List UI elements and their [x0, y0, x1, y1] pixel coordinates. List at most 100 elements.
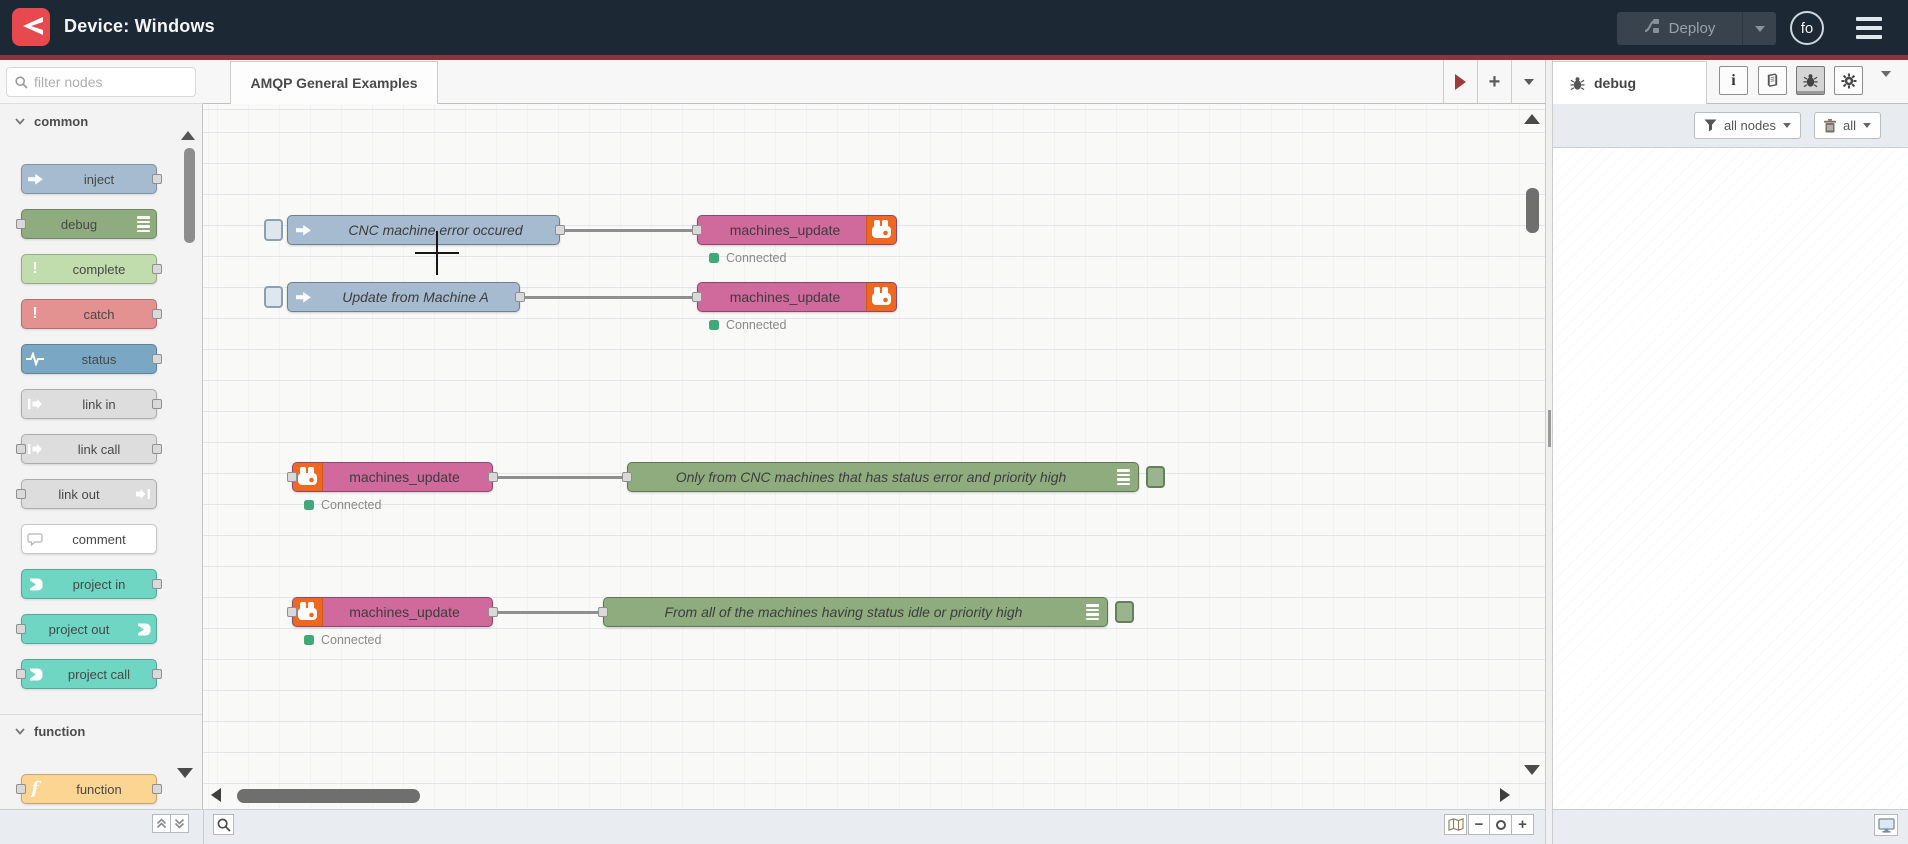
output-port[interactable]: [152, 174, 162, 184]
horizontal-scrollbar-thumb[interactable]: [237, 789, 420, 803]
output-port[interactable]: [152, 784, 162, 794]
palette-search-box[interactable]: [6, 67, 196, 97]
exclamation-icon: !: [32, 305, 38, 322]
output-port[interactable]: [152, 354, 162, 364]
debug-panel-body[interactable]: [1553, 148, 1908, 844]
output-port[interactable]: [488, 472, 498, 482]
output-port[interactable]: [555, 225, 565, 235]
minimap-toggle-button[interactable]: [1444, 814, 1467, 835]
deploy-button[interactable]: Deploy: [1617, 12, 1776, 45]
output-port[interactable]: [152, 444, 162, 454]
node-status: Connected: [709, 251, 786, 265]
debug-toggle-button[interactable]: [1115, 601, 1134, 623]
flow-node-amqp-in[interactable]: machines_update: [287, 462, 498, 492]
input-port[interactable]: [598, 607, 608, 617]
flow-tab[interactable]: AMQP General Examples: [230, 61, 438, 104]
canvas-scroll-right-icon[interactable]: [1500, 788, 1510, 802]
palette-scroll-up-icon[interactable]: [181, 114, 195, 140]
user-avatar[interactable]: fo: [1790, 11, 1824, 45]
main-menu-button[interactable]: [1856, 17, 1882, 39]
palette-node-function[interactable]: f function: [16, 774, 162, 804]
canvas-scroll-left-icon[interactable]: [211, 788, 221, 802]
debug-filter-nodes-button[interactable]: all nodes: [1693, 112, 1801, 139]
input-port[interactable]: [692, 225, 702, 235]
output-port[interactable]: [152, 399, 162, 409]
canvas-scroll-down-icon[interactable]: [1524, 765, 1540, 775]
scroll-right-icon: [1455, 73, 1466, 90]
input-port[interactable]: [16, 219, 26, 229]
palette-node-comment[interactable]: comment: [21, 524, 157, 554]
input-port[interactable]: [287, 607, 297, 617]
palette-node-complete[interactable]: ! complete: [21, 254, 162, 284]
input-port[interactable]: [622, 472, 632, 482]
deploy-main[interactable]: Deploy: [1617, 12, 1742, 45]
add-flow-button[interactable]: +: [1477, 60, 1511, 103]
debug-clear-button[interactable]: all: [1813, 112, 1881, 139]
input-port[interactable]: [287, 472, 297, 482]
output-port[interactable]: [152, 669, 162, 679]
palette-collapse-all-button[interactable]: [152, 814, 171, 833]
palette-node-project-in[interactable]: project in: [21, 569, 162, 599]
footer-bar: − +: [0, 809, 1908, 844]
node-red-logo-icon[interactable]: [12, 8, 50, 46]
flow-canvas[interactable]: CNC machine error occured Update from Mac…: [203, 104, 1545, 809]
flow-node-amqp-in[interactable]: machines_update: [287, 597, 498, 627]
palette-node-link-in[interactable]: link in: [21, 389, 162, 419]
input-port[interactable]: [692, 292, 702, 302]
zoom-out-button[interactable]: −: [1468, 814, 1490, 835]
palette-category-common[interactable]: common: [0, 104, 202, 138]
flow-node-debug[interactable]: From all of the machines having status i…: [598, 597, 1134, 627]
input-port[interactable]: [16, 624, 26, 634]
palette-node-project-out[interactable]: project out: [16, 614, 157, 644]
canvas-search-button[interactable]: [213, 814, 234, 835]
palette-search-input[interactable]: [34, 74, 174, 90]
zoom-in-button[interactable]: +: [1512, 814, 1534, 835]
output-port[interactable]: [152, 264, 162, 274]
output-port[interactable]: [488, 607, 498, 617]
device-screen-button[interactable]: [1874, 814, 1898, 836]
output-port[interactable]: [152, 579, 162, 589]
palette-node-status[interactable]: status: [21, 344, 162, 374]
flow-node-amqp-out[interactable]: machines_update: [692, 215, 897, 245]
flow-node-label: machines_update: [729, 222, 841, 238]
inject-button[interactable]: [264, 219, 283, 241]
palette-expand-all-button[interactable]: [170, 814, 189, 833]
status-dot-icon: [709, 320, 719, 330]
input-port[interactable]: [16, 444, 26, 454]
palette-node-debug[interactable]: debug: [16, 209, 157, 239]
flow-node-inject[interactable]: CNC machine error occured: [264, 215, 565, 245]
debug-sidebar-button[interactable]: [1796, 66, 1825, 95]
palette-node-link-call[interactable]: link call: [16, 434, 162, 464]
palette-node-catch[interactable]: ! catch: [21, 299, 162, 329]
inject-button[interactable]: [264, 286, 283, 308]
flow-node-inject[interactable]: Update from Machine A: [264, 282, 525, 312]
input-port[interactable]: [16, 489, 26, 499]
vertical-scrollbar-thumb[interactable]: [1526, 188, 1539, 233]
palette-node-project-call[interactable]: project call: [16, 659, 162, 689]
flow-node-amqp-out[interactable]: machines_update: [692, 282, 897, 312]
output-port[interactable]: [515, 292, 525, 302]
palette-node-link-out[interactable]: link out: [16, 479, 157, 509]
palette-category-function[interactable]: function: [0, 714, 202, 748]
palette-node-inject[interactable]: inject: [21, 164, 162, 194]
info-sidebar-button[interactable]: i: [1719, 66, 1748, 95]
tab-debug[interactable]: debug: [1553, 61, 1707, 104]
palette-scroll-down-icon[interactable]: [177, 768, 193, 796]
config-sidebar-button[interactable]: [1834, 66, 1863, 95]
zoom-reset-button[interactable]: [1490, 814, 1512, 835]
input-port[interactable]: [16, 669, 26, 679]
debug-toggle-button[interactable]: [1146, 466, 1165, 488]
flow-node-debug[interactable]: Only from CNC machines that has status e…: [622, 462, 1165, 492]
canvas-scroll-up-icon[interactable]: [1524, 114, 1540, 124]
input-port[interactable]: [16, 784, 26, 794]
tab-scroll-right-button[interactable]: [1443, 60, 1477, 103]
palette-scrollbar-thumb[interactable]: [184, 148, 195, 243]
sidebar-menu-button[interactable]: [1881, 71, 1891, 95]
header-bar: Device: Windows Deploy fo: [0, 0, 1908, 55]
flow-list-button[interactable]: [1511, 60, 1545, 103]
help-sidebar-button[interactable]: [1758, 66, 1787, 95]
deploy-options-button[interactable]: [1742, 12, 1776, 45]
sidebar-resize-divider[interactable]: [1545, 60, 1553, 844]
status-dot-icon: [304, 635, 314, 645]
output-port[interactable]: [152, 309, 162, 319]
